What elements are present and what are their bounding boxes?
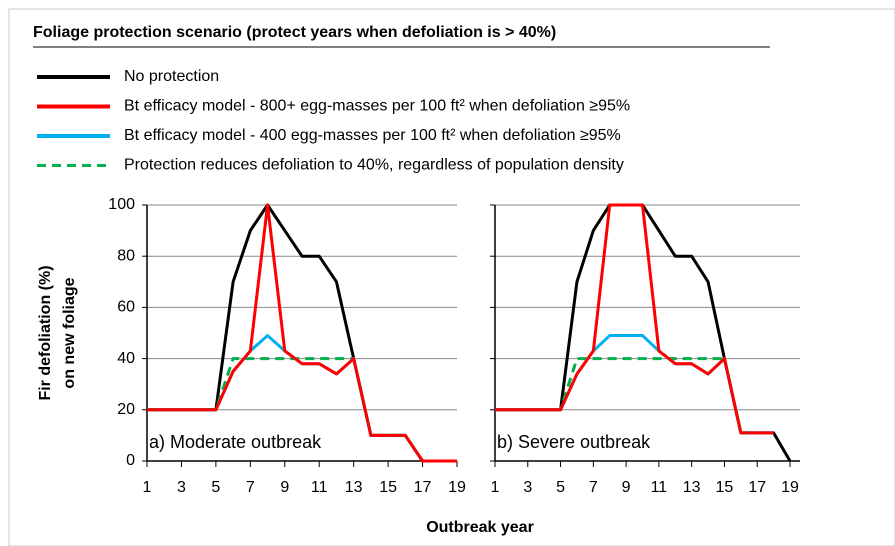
frame xyxy=(8,8,895,546)
x-tick-label: 9 xyxy=(622,479,631,496)
y-axis-label: Fir defoliation (%) xyxy=(37,265,54,400)
x-tick-label: 1 xyxy=(491,479,500,496)
x-tick-label: 11 xyxy=(651,479,668,496)
x-tick-label: 11 xyxy=(311,479,328,496)
legend-label: No protection xyxy=(124,68,219,85)
series-line xyxy=(495,203,774,435)
x-tick-label: 1 xyxy=(143,479,152,496)
x-tick-label: 7 xyxy=(246,479,255,496)
y-tick-label: 80 xyxy=(117,247,135,264)
panel-annotation: a) Moderate outbreak xyxy=(149,432,322,452)
x-tick-label: 5 xyxy=(211,479,220,496)
x-tick-label: 7 xyxy=(589,479,598,496)
x-tick-label: 3 xyxy=(523,479,532,496)
x-tick-label: 19 xyxy=(448,479,466,496)
chart-title: Foliage protection scenario (protect yea… xyxy=(33,24,556,41)
x-tick-label: 13 xyxy=(683,479,701,496)
x-tick-label: 9 xyxy=(280,479,289,496)
x-tick-label: 13 xyxy=(345,479,363,496)
y-tick-label: 100 xyxy=(108,196,135,213)
series-line xyxy=(147,203,457,463)
x-tick-label: 15 xyxy=(379,479,397,496)
x-axis-label: Outbreak year xyxy=(426,519,534,536)
y-tick-label: 0 xyxy=(126,452,135,469)
x-tick-label: 15 xyxy=(716,479,734,496)
panel-annotation: b) Severe outbreak xyxy=(497,432,651,452)
x-tick-label: 17 xyxy=(414,479,432,496)
legend-label: Bt efficacy model - 800+ egg-masses per … xyxy=(124,98,630,115)
x-tick-label: 17 xyxy=(748,479,766,496)
legend-label: Protection reduces defoliation to 40%, r… xyxy=(124,157,624,174)
y-tick-label: 60 xyxy=(117,299,135,316)
y-tick-label: 40 xyxy=(117,350,135,367)
legend-label: Bt efficacy model - 400 egg-masses per 1… xyxy=(124,127,621,144)
x-tick-label: 3 xyxy=(177,479,186,496)
x-tick-label: 19 xyxy=(781,479,799,496)
y-axis-label: on new foliage xyxy=(61,277,78,388)
y-tick-label: 20 xyxy=(117,401,135,418)
x-tick-label: 5 xyxy=(556,479,565,496)
